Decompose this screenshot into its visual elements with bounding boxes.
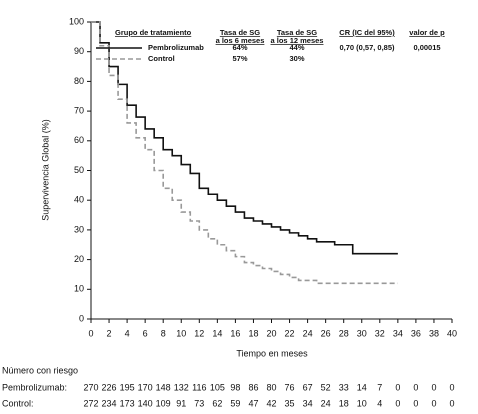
x-tick-label: 38 bbox=[429, 328, 439, 338]
legend-cell: 0,00015 bbox=[413, 43, 440, 52]
legend-header: Tasa de SG bbox=[277, 28, 317, 37]
risk-value: 270 bbox=[83, 382, 98, 392]
risk-value: 0 bbox=[395, 382, 400, 392]
x-tick-label: 28 bbox=[339, 328, 349, 338]
legend-cell: 0,70 (0,57, 0,85) bbox=[339, 43, 395, 52]
risk-value: 116 bbox=[192, 382, 206, 392]
risk-value: 35 bbox=[285, 398, 295, 408]
x-tick-label: 34 bbox=[393, 328, 403, 338]
x-tick-label: 24 bbox=[303, 328, 313, 338]
y-tick-label: 90 bbox=[74, 46, 84, 56]
risk-value: 10 bbox=[357, 398, 367, 408]
x-tick-label: 2 bbox=[107, 328, 112, 338]
legend-cell: 30% bbox=[289, 54, 304, 63]
legend-header: CR (IC del 95%) bbox=[339, 28, 395, 37]
risk-value: 98 bbox=[230, 382, 240, 392]
x-tick-label: 8 bbox=[161, 328, 166, 338]
y-tick-label: 100 bbox=[69, 16, 84, 26]
risk-value: 42 bbox=[266, 398, 276, 408]
risk-value: 0 bbox=[431, 398, 436, 408]
x-tick-label: 18 bbox=[248, 328, 258, 338]
x-tick-label: 22 bbox=[285, 328, 295, 338]
x-tick-label: 0 bbox=[88, 328, 93, 338]
risk-value: 173 bbox=[120, 398, 135, 408]
legend-cell: 44% bbox=[289, 43, 304, 52]
risk-value: 86 bbox=[248, 382, 258, 392]
x-tick-label: 6 bbox=[143, 328, 148, 338]
legend-header: Grupo de tratamiento bbox=[115, 28, 192, 37]
x-tick-label: 4 bbox=[125, 328, 130, 338]
y-tick-label: 20 bbox=[74, 254, 84, 264]
legend-header: Tasa de SG bbox=[220, 28, 260, 37]
y-tick-label: 10 bbox=[74, 284, 84, 294]
risk-value: 7 bbox=[377, 382, 382, 392]
x-tick-label: 32 bbox=[375, 328, 385, 338]
y-tick-label: 50 bbox=[74, 165, 84, 175]
x-tick-label: 26 bbox=[321, 328, 331, 338]
x-tick-label: 30 bbox=[357, 328, 367, 338]
legend-label: Control bbox=[148, 54, 175, 63]
risk-value: 0 bbox=[449, 382, 454, 392]
x-tick-label: 16 bbox=[230, 328, 240, 338]
x-tick-label: 40 bbox=[447, 328, 457, 338]
y-tick-label: 40 bbox=[74, 195, 84, 205]
risk-value: 234 bbox=[102, 398, 117, 408]
risk-value: 47 bbox=[248, 398, 258, 408]
risk-value: 76 bbox=[285, 382, 295, 392]
risk-value: 0 bbox=[413, 398, 418, 408]
risk-value: 132 bbox=[174, 382, 189, 392]
survival-curve bbox=[91, 21, 398, 255]
risk-value: 170 bbox=[138, 382, 153, 392]
x-tick-label: 10 bbox=[176, 328, 186, 338]
risk-value: 59 bbox=[230, 398, 240, 408]
legend-header: a los 12 meses bbox=[271, 36, 324, 45]
risk-value: 0 bbox=[395, 398, 400, 408]
y-tick-label: 60 bbox=[74, 135, 84, 145]
risk-value: 91 bbox=[176, 398, 186, 408]
risk-value: 73 bbox=[194, 398, 204, 408]
risk-value: 34 bbox=[303, 398, 313, 408]
risk-value: 0 bbox=[413, 382, 418, 392]
risk-value: 4 bbox=[377, 398, 382, 408]
y-tick-label: 30 bbox=[74, 224, 84, 234]
risk-value: 67 bbox=[303, 382, 313, 392]
risk-value: 109 bbox=[156, 398, 171, 408]
risk-value: 14 bbox=[357, 382, 367, 392]
legend-header: a los 6 meses bbox=[216, 36, 265, 45]
x-tick-label: 12 bbox=[194, 328, 204, 338]
risk-value: 105 bbox=[210, 382, 225, 392]
risk-label: Pembrolizumab: bbox=[2, 382, 67, 392]
x-tick-label: 14 bbox=[212, 328, 222, 338]
risk-value: 62 bbox=[212, 398, 222, 408]
risk-value: 18 bbox=[339, 398, 349, 408]
risk-label: Control: bbox=[2, 398, 34, 408]
legend-cell: 57% bbox=[232, 54, 247, 63]
risk-value: 148 bbox=[156, 382, 171, 392]
legend-header: valor de p bbox=[409, 28, 445, 37]
risk-value: 140 bbox=[138, 398, 153, 408]
risk-value: 52 bbox=[321, 382, 331, 392]
risk-value: 80 bbox=[266, 382, 276, 392]
risk-value: 33 bbox=[339, 382, 349, 392]
risk-title: Número con riesgo bbox=[2, 365, 78, 375]
risk-value: 226 bbox=[102, 382, 117, 392]
x-tick-label: 36 bbox=[411, 328, 421, 338]
y-tick-label: 80 bbox=[74, 76, 84, 86]
survival-curve bbox=[91, 21, 398, 285]
legend-cell: 64% bbox=[232, 43, 247, 52]
risk-value: 195 bbox=[120, 382, 135, 392]
legend-label: Pembrolizumab bbox=[148, 43, 204, 52]
x-axis-label: Tiempo en meses bbox=[236, 348, 308, 358]
y-axis-label: Supervivencia Global (%) bbox=[40, 119, 50, 221]
risk-value: 0 bbox=[449, 398, 454, 408]
y-tick-label: 70 bbox=[74, 105, 84, 115]
risk-value: 24 bbox=[321, 398, 331, 408]
x-tick-label: 20 bbox=[266, 328, 276, 338]
risk-value: 272 bbox=[83, 398, 98, 408]
y-tick-label: 0 bbox=[79, 313, 84, 323]
risk-value: 0 bbox=[431, 382, 436, 392]
